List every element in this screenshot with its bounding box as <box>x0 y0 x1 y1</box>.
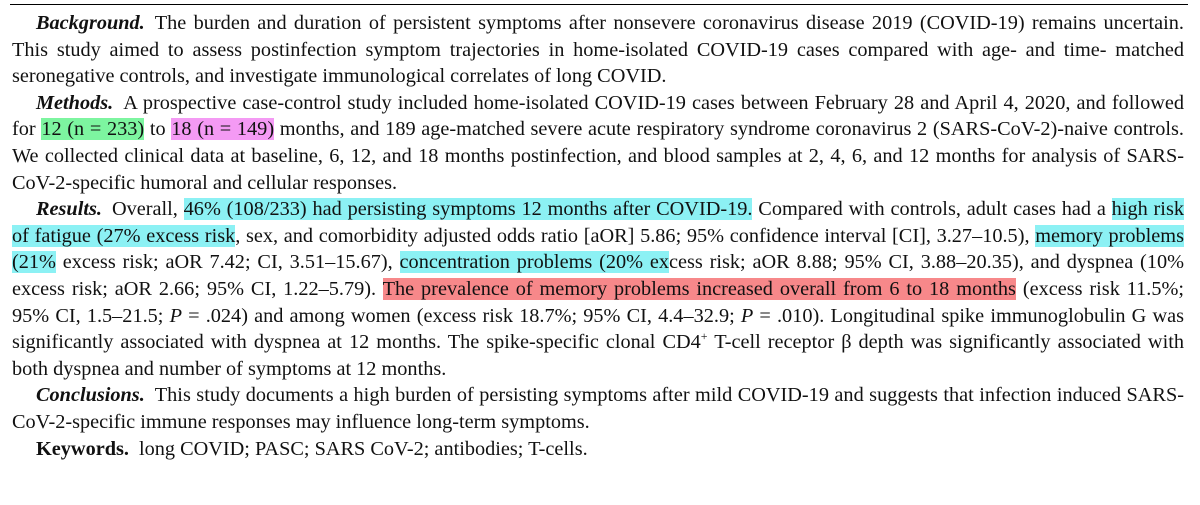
methods-text-post: months, and 189 age-matched severe acute… <box>12 118 1184 194</box>
abstract: Background. The burden and duration of pe… <box>12 10 1184 462</box>
results-text-2: Compared with controls, adult cases had … <box>752 198 1112 221</box>
keywords-paragraph: Keywords. long COVID; PASC; SARS CoV-2; a… <box>12 436 1184 463</box>
methods-text-pre: A prospective case-control study include… <box>12 91 1184 141</box>
highlight-followup-12: 12 (n = 233) <box>41 118 145 141</box>
results-text-8: = .010). Longitudinal spike immunoglobul… <box>12 304 1185 354</box>
background-text: The burden and duration of persistent sy… <box>12 12 1184 88</box>
highlight-persisting-symptoms: 46% (108/233) had persisting symptoms 12… <box>183 198 753 221</box>
keywords-label: Keywords. <box>36 437 129 460</box>
conclusions-label: Conclusions. <box>36 384 145 407</box>
results-text-3: , sex, and comorbidity adjusted odds rat… <box>235 224 1036 247</box>
conclusions-text: This study documents a high burden of pe… <box>12 384 1184 433</box>
top-rule <box>10 4 1188 5</box>
background-label: Background. <box>36 12 145 34</box>
highlight-followup-18: 18 (n = 149) <box>171 118 275 141</box>
results-text-9: T-cell receptor β depth was significantl… <box>12 331 1184 380</box>
results-text-1: Overall, <box>111 198 184 221</box>
methods-paragraph: Methods. A prospective case-control study… <box>12 90 1184 196</box>
cd4-superscript: + <box>700 329 708 344</box>
methods-label: Methods. <box>36 91 114 114</box>
results-label: Results. <box>36 198 102 221</box>
conclusions-paragraph: Conclusions. This study documents a high … <box>12 382 1184 435</box>
highlight-memory-prevalence: The prevalence of memory problems increa… <box>382 277 1016 300</box>
methods-text-mid: to <box>144 118 172 141</box>
highlight-concentration: concentration problems (20% ex <box>399 251 669 274</box>
results-text-4: excess risk; aOR 7.42; CI, 3.51–15.67), <box>55 251 400 274</box>
results-text-6: (excess risk 11.5%; 95% CI, 1.5–21.5; <box>12 277 1184 327</box>
results-paragraph: Results. Overall, 46% (108/233) had persi… <box>12 196 1184 382</box>
results-text-7: = .024) and among women (excess risk 18.… <box>181 304 741 327</box>
keywords-text: long COVID; PASC; SARS CoV-2; antibodies… <box>138 437 588 460</box>
results-text-5: cess risk; aOR 8.88; 95% CI, 3.88–20.35)… <box>12 251 1184 300</box>
background-paragraph: Background. The burden and duration of pe… <box>12 10 1184 90</box>
p-value-symbol-2: P <box>740 304 754 327</box>
p-value-symbol-1: P <box>169 304 182 327</box>
